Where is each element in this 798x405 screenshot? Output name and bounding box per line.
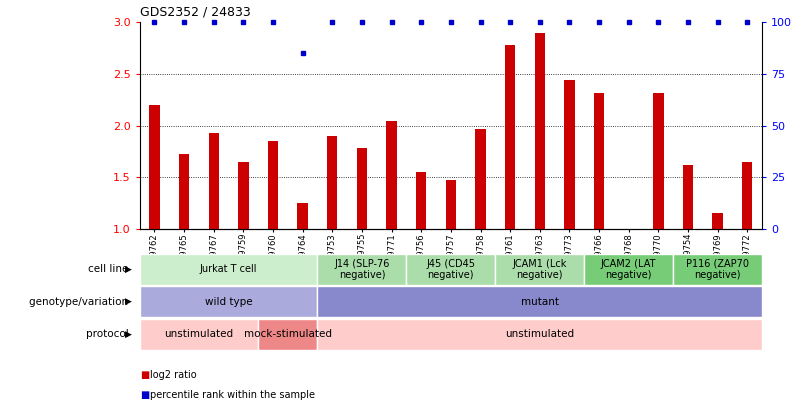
Bar xyxy=(268,141,279,229)
Bar xyxy=(318,254,406,285)
Bar xyxy=(406,254,496,285)
Bar xyxy=(140,319,259,350)
Text: JCAM2 (LAT
negative): JCAM2 (LAT negative) xyxy=(601,258,657,280)
Bar xyxy=(594,92,604,229)
Bar xyxy=(683,165,693,229)
Text: genotype/variation: genotype/variation xyxy=(30,297,132,307)
Bar xyxy=(357,148,367,229)
Bar xyxy=(653,92,663,229)
Bar xyxy=(318,286,762,317)
Text: unstimulated: unstimulated xyxy=(505,329,575,339)
Bar xyxy=(238,162,248,229)
Text: ■: ■ xyxy=(140,390,149,400)
Text: ■: ■ xyxy=(140,370,149,379)
Text: J14 (SLP-76
negative): J14 (SLP-76 negative) xyxy=(334,258,389,280)
Bar xyxy=(496,254,584,285)
Text: cell line: cell line xyxy=(88,264,132,274)
Text: GDS2352 / 24833: GDS2352 / 24833 xyxy=(140,5,251,18)
Bar xyxy=(564,80,575,229)
Bar xyxy=(535,32,545,229)
Text: ▶: ▶ xyxy=(124,297,132,306)
Text: log2 ratio: log2 ratio xyxy=(150,370,196,379)
Bar xyxy=(298,203,308,229)
Text: protocol: protocol xyxy=(85,329,132,339)
Bar xyxy=(674,254,762,285)
Bar xyxy=(505,45,516,229)
Bar xyxy=(327,136,338,229)
Text: Jurkat T cell: Jurkat T cell xyxy=(200,264,257,274)
Bar xyxy=(140,286,318,317)
Bar xyxy=(742,162,753,229)
Text: P116 (ZAP70
negative): P116 (ZAP70 negative) xyxy=(686,258,749,280)
Bar xyxy=(445,180,456,229)
Text: ▶: ▶ xyxy=(124,265,132,274)
Bar xyxy=(713,213,723,229)
Bar xyxy=(416,172,426,229)
Text: percentile rank within the sample: percentile rank within the sample xyxy=(150,390,315,400)
Bar xyxy=(208,133,219,229)
Bar xyxy=(140,254,318,285)
Text: mutant: mutant xyxy=(521,297,559,307)
Bar xyxy=(149,105,160,229)
Bar xyxy=(584,254,674,285)
Bar xyxy=(386,122,397,229)
Bar xyxy=(476,129,486,229)
Text: wild type: wild type xyxy=(205,297,252,307)
Text: unstimulated: unstimulated xyxy=(164,329,234,339)
Bar xyxy=(318,319,762,350)
Text: JCAM1 (Lck
negative): JCAM1 (Lck negative) xyxy=(512,258,567,280)
Bar xyxy=(259,319,318,350)
Text: ▶: ▶ xyxy=(124,330,132,339)
Text: J45 (CD45
negative): J45 (CD45 negative) xyxy=(426,258,476,280)
Bar xyxy=(179,154,189,229)
Text: mock-stimulated: mock-stimulated xyxy=(244,329,332,339)
